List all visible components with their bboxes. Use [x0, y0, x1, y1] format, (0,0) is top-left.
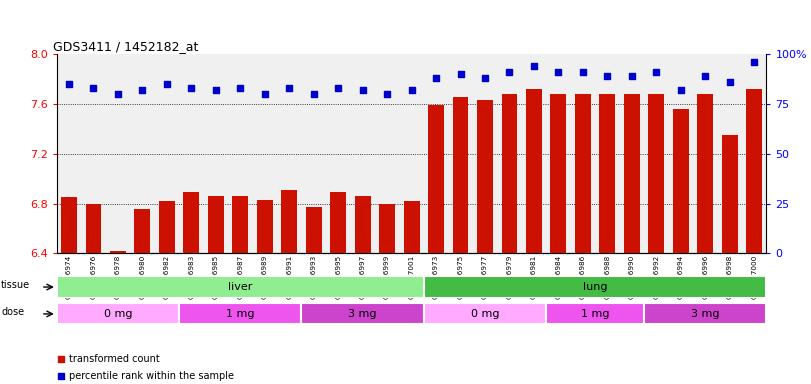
Point [332, 84, 345, 91]
Bar [302, 303, 424, 324]
Point [87, 84, 100, 91]
Bar [57, 303, 179, 324]
Bar [110, 251, 126, 253]
Point [601, 73, 614, 79]
Bar [85, 204, 101, 253]
Bar [501, 94, 517, 253]
Bar [648, 94, 664, 253]
Bar [428, 105, 444, 253]
Bar [644, 303, 766, 324]
Point [234, 84, 247, 91]
Bar [477, 100, 493, 253]
Point [577, 69, 590, 75]
Point [552, 69, 565, 75]
Bar [624, 94, 640, 253]
Bar [575, 94, 591, 253]
Text: tissue: tissue [1, 280, 30, 290]
Point [356, 87, 369, 93]
Point [283, 84, 296, 91]
Text: GDS3411 / 1452182_at: GDS3411 / 1452182_at [54, 40, 199, 53]
Point [699, 73, 712, 79]
Bar [135, 209, 150, 253]
Bar [424, 303, 546, 324]
Point [748, 59, 761, 65]
Bar [179, 303, 302, 324]
Bar [599, 94, 616, 253]
Text: lung: lung [583, 282, 607, 292]
Bar [159, 201, 175, 253]
Bar [746, 89, 762, 253]
Point [625, 73, 638, 79]
Point [478, 74, 491, 81]
Bar [673, 109, 689, 253]
Point [674, 87, 687, 93]
Bar [57, 276, 424, 298]
Bar [453, 98, 469, 253]
Bar [330, 192, 346, 253]
Bar [404, 201, 419, 253]
Point [454, 71, 467, 77]
Point [62, 81, 75, 87]
Point [503, 69, 516, 75]
Point [111, 91, 124, 97]
Bar [380, 204, 395, 253]
Point [290, 135, 303, 141]
Point [136, 87, 149, 93]
Text: transformed count: transformed count [69, 354, 160, 364]
Bar [354, 196, 371, 253]
Point [209, 87, 222, 93]
Bar [306, 207, 322, 253]
Point [723, 79, 736, 85]
Point [290, 292, 303, 298]
Bar [183, 192, 200, 253]
Point [161, 81, 174, 87]
Text: 0 mg: 0 mg [470, 309, 500, 319]
Point [527, 63, 540, 69]
Bar [697, 94, 713, 253]
Bar [551, 94, 566, 253]
Bar [722, 135, 738, 253]
Bar [546, 303, 644, 324]
Bar [424, 276, 766, 298]
Bar [281, 190, 297, 253]
Text: liver: liver [228, 282, 252, 292]
Point [380, 91, 393, 97]
Bar [257, 200, 272, 253]
Point [185, 84, 198, 91]
Bar [526, 89, 542, 253]
Text: 1 mg: 1 mg [581, 309, 609, 319]
Bar [232, 196, 248, 253]
Text: dose: dose [1, 307, 24, 317]
Text: 3 mg: 3 mg [691, 309, 719, 319]
Text: percentile rank within the sample: percentile rank within the sample [69, 371, 234, 381]
Bar [208, 196, 224, 253]
Point [430, 74, 443, 81]
Text: 1 mg: 1 mg [226, 309, 255, 319]
Text: 0 mg: 0 mg [104, 309, 132, 319]
Point [406, 87, 418, 93]
Text: 3 mg: 3 mg [349, 309, 377, 319]
Bar [61, 197, 77, 253]
Point [258, 91, 271, 97]
Point [307, 91, 320, 97]
Point [650, 69, 663, 75]
